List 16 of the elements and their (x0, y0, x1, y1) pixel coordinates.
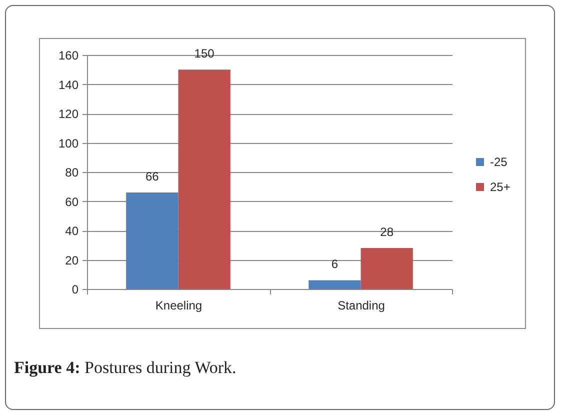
data-label: 6 (331, 257, 338, 272)
y-tick-label: 140 (58, 78, 79, 92)
y-tick-label: 120 (58, 107, 79, 121)
data-label: 66 (146, 169, 160, 184)
x-tick-label: Standing (338, 298, 385, 312)
y-tick-label: 60 (65, 194, 79, 209)
y-tick-label: 80 (65, 166, 79, 180)
y-tick-label: 100 (58, 136, 79, 150)
caption: Figure 4: Postures during Work. (14, 358, 238, 378)
y-tick-label: 20 (65, 253, 79, 268)
x-tick-label: Kneeling (155, 298, 202, 312)
y-tick-label: 160 (58, 48, 79, 62)
y-tick-label: 40 (65, 224, 79, 238)
legend-label: 25+ (490, 180, 510, 194)
legend-label: -25 (490, 155, 508, 169)
y-tick-label: 0 (72, 282, 79, 296)
